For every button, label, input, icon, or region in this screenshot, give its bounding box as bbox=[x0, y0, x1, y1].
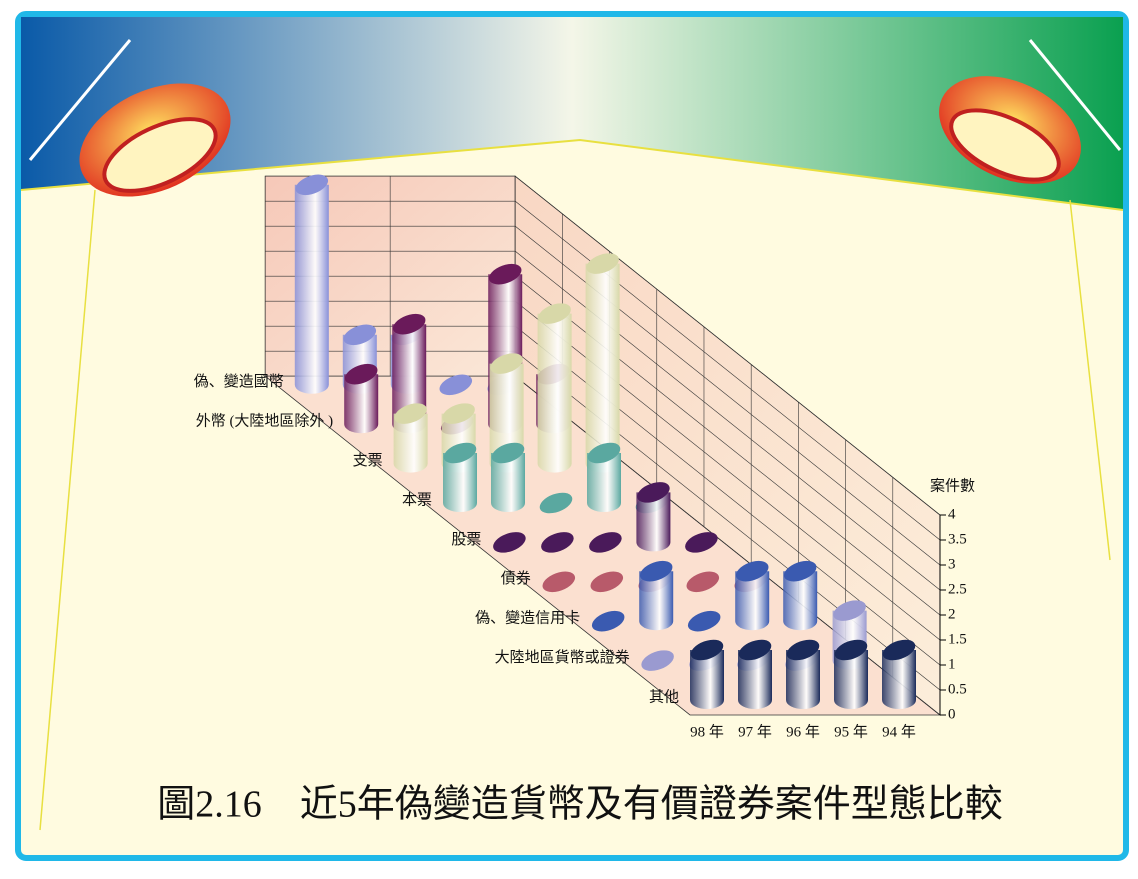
x-tick-label: 95 年 bbox=[834, 723, 868, 740]
bar bbox=[786, 650, 820, 709]
grid-line bbox=[514, 200, 941, 541]
bar-top bbox=[882, 639, 916, 661]
y-tick-label: 2.5 bbox=[948, 581, 967, 597]
x-tick-label: 94 年 bbox=[882, 723, 916, 740]
bar-top bbox=[783, 560, 817, 582]
bar-top bbox=[738, 639, 772, 661]
x-tick-label: 98 年 bbox=[690, 723, 724, 740]
bar bbox=[735, 571, 770, 631]
y-tick-label: 4 bbox=[948, 506, 956, 522]
legend-label: 其他 bbox=[649, 688, 679, 705]
bar bbox=[834, 650, 868, 709]
bar-top bbox=[392, 313, 426, 335]
bar-top bbox=[833, 600, 866, 621]
light-ray bbox=[1069, 199, 1111, 561]
legend-label: 偽、變造信用卡 bbox=[475, 610, 580, 627]
legend-label: 外幣 (大陸地區除外 ) bbox=[196, 413, 334, 430]
bar-top bbox=[587, 442, 621, 464]
bar-flat bbox=[439, 374, 473, 396]
bar bbox=[344, 374, 379, 434]
sky-band bbox=[21, 17, 1123, 210]
bar bbox=[393, 413, 428, 473]
bar-top bbox=[735, 560, 769, 582]
bar bbox=[443, 453, 477, 512]
y-tick-label: 0.5 bbox=[948, 681, 967, 697]
bar-flat bbox=[589, 532, 622, 553]
bar-flat bbox=[687, 610, 721, 632]
bar-flat bbox=[542, 571, 576, 593]
legend-label: 偽、變造國幣 bbox=[194, 373, 284, 390]
y-tick-label: 3.5 bbox=[948, 531, 967, 547]
bar-top bbox=[443, 442, 477, 464]
grid-line bbox=[514, 175, 941, 516]
bar-top bbox=[295, 174, 329, 196]
light-ray bbox=[39, 189, 96, 831]
bar-top bbox=[394, 403, 427, 424]
lamp-right bbox=[939, 39, 1122, 184]
bar-top bbox=[343, 324, 377, 346]
bar-top bbox=[690, 639, 724, 661]
bar-top bbox=[344, 363, 378, 385]
bar-top bbox=[786, 639, 820, 661]
bar-flat bbox=[493, 532, 526, 553]
bar bbox=[636, 492, 671, 552]
bar bbox=[585, 263, 620, 473]
plot: 0 0.5 1 1.5 2 2.5 3 3.5 4 案件數 98 年 97 年 96 年 95 年 94 年… bbox=[194, 174, 975, 740]
lamp-left bbox=[28, 39, 231, 197]
bar-top bbox=[586, 253, 619, 274]
y-tick-label: 1.5 bbox=[948, 631, 967, 647]
legend-label: 本票 bbox=[402, 491, 432, 508]
x-tick-label: 96 年 bbox=[786, 723, 820, 740]
bar bbox=[738, 650, 772, 709]
bar bbox=[491, 453, 525, 512]
bar-top bbox=[490, 353, 523, 374]
legend-label: 大陸地區貨幣或證券 bbox=[495, 649, 630, 666]
bar bbox=[783, 571, 818, 631]
y-tick-label: 2 bbox=[948, 606, 956, 622]
bar-flat bbox=[590, 571, 624, 593]
y-axis-label: 案件數 bbox=[930, 476, 975, 494]
bar-top bbox=[538, 303, 571, 324]
bar-top bbox=[488, 263, 522, 285]
bar-top bbox=[639, 560, 673, 582]
x-tick-label: 97 年 bbox=[738, 723, 772, 740]
legend-label: 股票 bbox=[451, 531, 481, 548]
bar bbox=[639, 571, 674, 631]
bar bbox=[690, 650, 724, 709]
bar-flat bbox=[641, 650, 674, 671]
light-edge bbox=[20, 138, 1124, 211]
bar-flat bbox=[591, 610, 625, 632]
y-tick-label: 0 bbox=[948, 706, 956, 722]
y-tick-label: 3 bbox=[948, 556, 956, 572]
bar-flat bbox=[541, 532, 574, 553]
bar-flat bbox=[539, 492, 573, 514]
bar-flat bbox=[686, 571, 720, 593]
bar-top bbox=[834, 639, 868, 661]
bar-flat bbox=[685, 532, 718, 553]
bar-top bbox=[491, 442, 525, 464]
legend-label: 債券 bbox=[501, 570, 531, 587]
bar bbox=[537, 313, 572, 473]
bar-top bbox=[442, 403, 475, 424]
y-tick-label: 1 bbox=[948, 656, 956, 672]
legend-label: 支票 bbox=[353, 452, 383, 469]
bar bbox=[882, 650, 916, 709]
bar bbox=[587, 453, 621, 512]
chart-title: 圖2.16 近5年偽變造貨幣及有價證券案件型態比較 bbox=[157, 784, 1003, 826]
bar-top bbox=[637, 482, 670, 503]
bar bbox=[294, 184, 329, 394]
